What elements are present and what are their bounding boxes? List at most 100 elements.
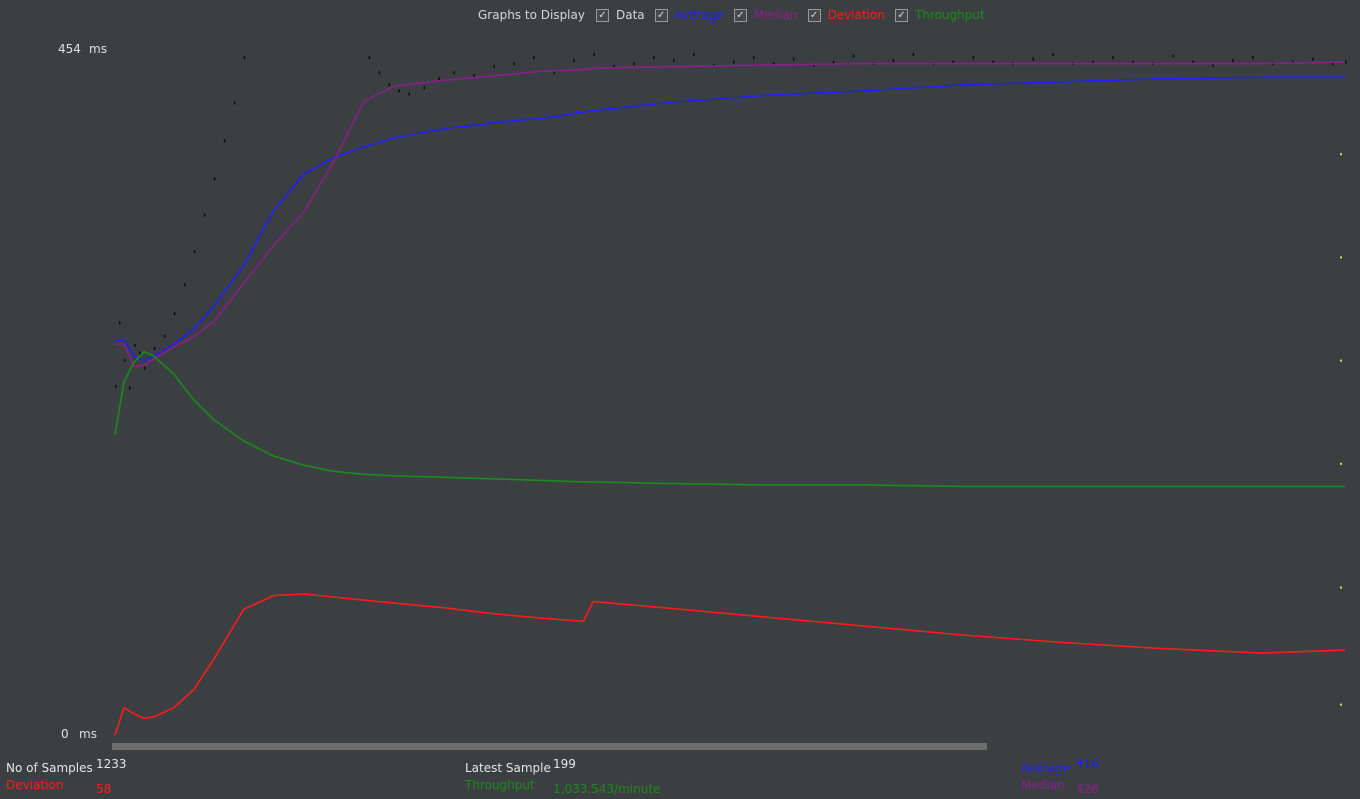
deviation-label: Deviation <box>6 778 64 792</box>
checkbox-icon[interactable]: ✓ <box>595 8 609 22</box>
data-point <box>593 53 595 56</box>
data-point <box>1032 57 1034 61</box>
toggle-label-average: Average <box>674 8 724 22</box>
data-point <box>753 56 755 60</box>
edge-tick-mark <box>1340 462 1342 465</box>
data-point <box>633 62 635 66</box>
median-label: Median <box>1021 778 1065 792</box>
data-point <box>144 366 146 370</box>
data-point <box>124 359 126 363</box>
data-point <box>423 86 425 90</box>
toggle-throughput[interactable]: ✓ Throughput <box>894 8 985 22</box>
throughput-value: 1,033.543/minute <box>553 782 661 796</box>
y-axis-max-unit: ms <box>89 42 107 56</box>
data-point <box>193 250 196 253</box>
edge-tick-mark <box>1340 153 1342 156</box>
toggle-label-deviation: Deviation <box>827 8 885 22</box>
median-series-line <box>115 61 1346 368</box>
data-point <box>912 53 915 56</box>
data-point <box>388 83 391 87</box>
data-point <box>992 60 995 64</box>
data-point <box>378 71 381 75</box>
data-point <box>772 62 775 66</box>
data-point <box>453 71 455 75</box>
data-point <box>368 56 371 60</box>
data-point <box>1092 60 1094 64</box>
y-axis-min-unit: ms <box>79 727 97 741</box>
average-series-line <box>114 76 1345 362</box>
data-point <box>408 92 410 96</box>
toggle-data[interactable]: ✓ Data <box>595 8 645 22</box>
data-point <box>163 334 166 338</box>
graphs-to-display-title: Graphs to Display <box>478 8 585 22</box>
data-point <box>398 89 400 93</box>
average-value: 416 <box>1076 757 1099 771</box>
deviation-value: 58 <box>96 782 112 796</box>
data-point <box>573 59 575 63</box>
data-point <box>223 139 226 143</box>
data-point <box>1292 60 1294 64</box>
data-point <box>1172 54 1174 58</box>
toggle-median[interactable]: ✓ Median <box>733 8 798 22</box>
data-point <box>243 56 246 60</box>
checkbox-icon[interactable]: ✓ <box>733 8 747 22</box>
data-point <box>1132 60 1134 64</box>
deviation-series-line <box>114 593 1346 736</box>
data-point <box>613 65 615 69</box>
data-point <box>952 60 955 64</box>
data-point <box>1212 63 1214 67</box>
throughput-label: Throughput <box>465 778 535 792</box>
data-point <box>1332 62 1334 66</box>
toggle-deviation[interactable]: ✓ Deviation <box>807 8 885 22</box>
latest-sample-value: 199 <box>553 757 576 771</box>
latest-sample-label: Latest Sample <box>465 761 551 775</box>
graph-plot-area <box>114 53 1347 736</box>
data-point <box>713 63 715 67</box>
data-point <box>134 344 136 347</box>
edge-tick-mark <box>1340 586 1342 589</box>
data-point <box>673 59 675 63</box>
toggle-label-throughput: Throughput <box>914 8 985 22</box>
edge-tick-mark <box>1340 703 1342 706</box>
toggle-average[interactable]: ✓ Average <box>654 8 724 22</box>
checkbox-icon[interactable]: ✓ <box>894 8 908 22</box>
data-point <box>173 312 176 316</box>
data-point <box>733 60 735 64</box>
median-value: 426 <box>1076 782 1099 796</box>
graphs-to-display-bar: Graphs to Display ✓ Data ✓ Average ✓ Med… <box>478 6 995 24</box>
horizontal-scrollbar[interactable] <box>112 743 987 750</box>
data-point <box>139 351 141 355</box>
data-point <box>1312 57 1314 61</box>
edge-tick-mark <box>1340 359 1342 362</box>
data-point <box>533 56 535 60</box>
data-point <box>1052 53 1054 56</box>
data-point <box>1252 56 1254 60</box>
data-point <box>119 321 121 325</box>
y-axis-min-label: 0 <box>61 727 69 741</box>
data-point <box>1192 60 1194 64</box>
data-point <box>203 213 206 217</box>
data-point <box>972 56 975 60</box>
throughput-series-line <box>114 350 1345 488</box>
y-axis-max-label: 454 <box>58 42 81 56</box>
data-point <box>1345 60 1347 64</box>
checkbox-icon[interactable]: ✓ <box>807 8 821 22</box>
data-point <box>153 347 156 350</box>
samples-label: No of Samples <box>6 761 93 775</box>
data-point <box>129 386 131 390</box>
data-point <box>115 384 117 388</box>
data-point <box>438 77 440 81</box>
samples-value: 1233 <box>96 757 127 771</box>
data-point <box>693 53 695 56</box>
data-point <box>493 65 495 69</box>
data-point <box>892 59 895 63</box>
data-point <box>653 56 655 60</box>
data-point <box>553 71 555 75</box>
data-point <box>852 54 855 58</box>
data-point <box>233 101 236 105</box>
edge-tick-mark <box>1340 256 1342 259</box>
average-label: Average <box>1021 761 1071 775</box>
data-point <box>832 60 835 64</box>
data-point <box>513 62 515 66</box>
checkbox-icon[interactable]: ✓ <box>654 8 668 22</box>
